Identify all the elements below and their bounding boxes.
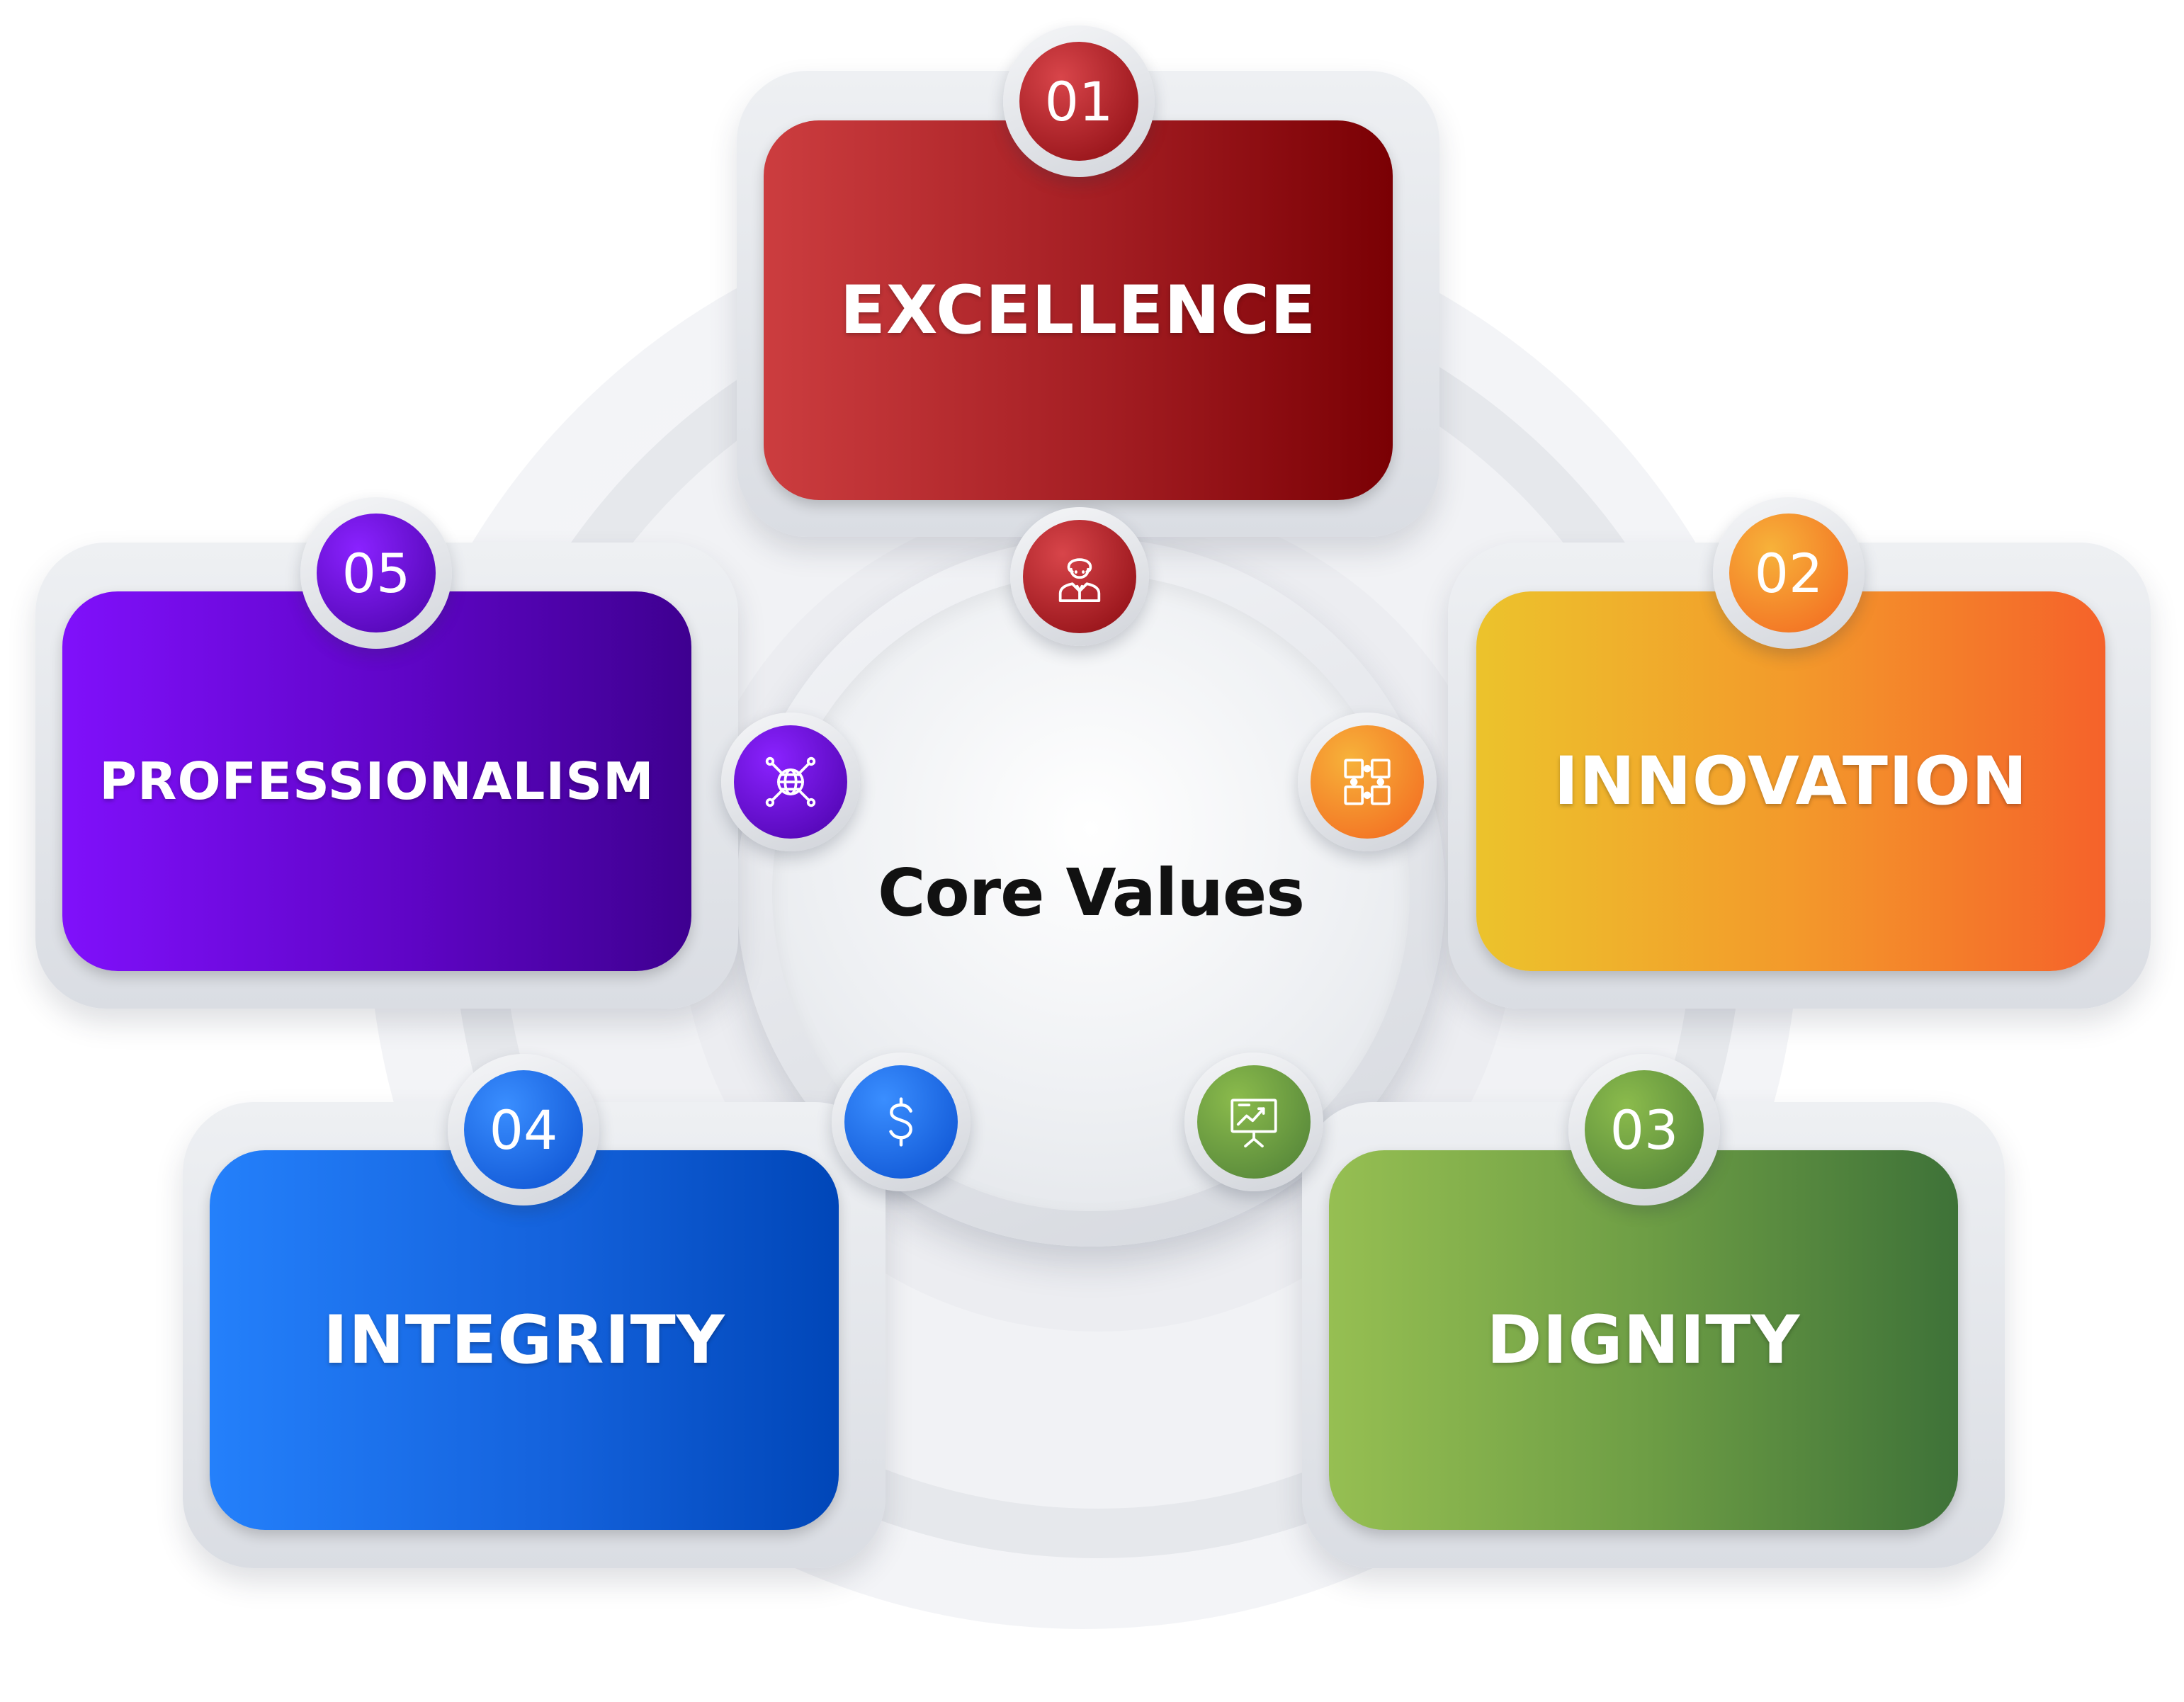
card-innovation: INNOVATION <box>1476 591 2105 971</box>
node-dignity <box>1197 1065 1311 1179</box>
node-integrity <box>844 1065 958 1179</box>
card-dignity: DIGNITY <box>1329 1150 1958 1530</box>
card-professionalism: PROFESSIONALISM <box>62 591 691 971</box>
puzzle-network-icon <box>1344 759 1391 805</box>
globe-network-icon <box>765 756 816 807</box>
businessman-icon <box>1058 558 1101 603</box>
dollar-icon <box>889 1097 912 1147</box>
node-professionalism <box>734 725 847 839</box>
card-label-excellence: EXCELLENCE <box>839 271 1317 349</box>
badge-number-02: 02 <box>1729 514 1848 632</box>
badge-number-05: 05 <box>317 514 436 632</box>
badge-number-04: 04 <box>464 1070 583 1189</box>
card-label-innovation: INNOVATION <box>1554 742 2028 820</box>
card-label-professionalism: PROFESSIONALISM <box>99 751 655 811</box>
center-title: Core Values <box>878 854 1305 931</box>
card-label-dignity: DIGNITY <box>1486 1301 1801 1379</box>
card-integrity: INTEGRITY <box>210 1150 839 1530</box>
badge-number-03: 03 <box>1585 1070 1704 1189</box>
node-excellence <box>1023 520 1136 633</box>
presentation-chart-icon <box>1230 1099 1277 1148</box>
badge-number-01: 01 <box>1019 42 1138 161</box>
card-excellence: EXCELLENCE <box>764 120 1393 500</box>
node-innovation <box>1311 725 1424 839</box>
card-label-integrity: INTEGRITY <box>323 1301 725 1379</box>
